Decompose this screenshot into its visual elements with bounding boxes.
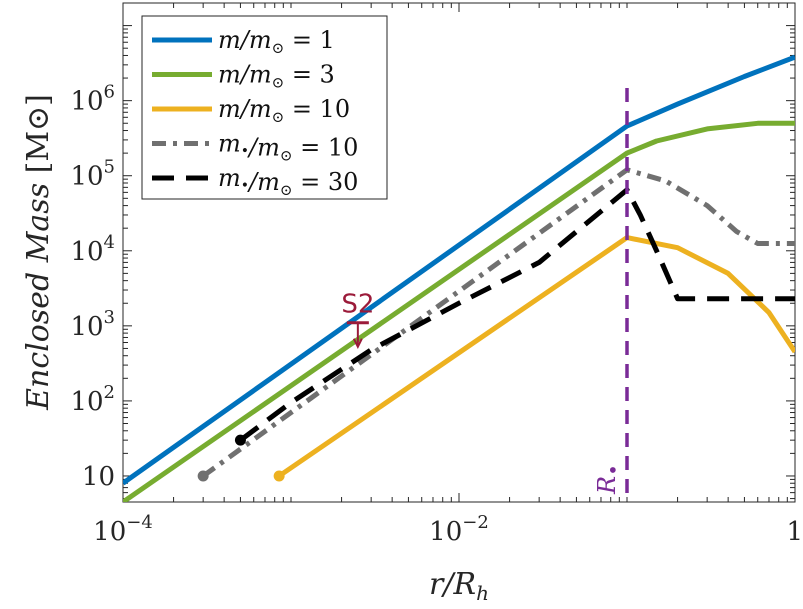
- x-axis-title: r/Rh: [429, 567, 489, 605]
- x-tick-label: 10−2: [429, 512, 489, 547]
- y-tick-label: 104: [70, 232, 115, 267]
- y-axis-title-main: Enclosed Mass: [21, 173, 56, 411]
- x-tick-label: 10−4: [93, 512, 153, 547]
- y-tick-label: 102: [70, 382, 115, 417]
- x-tick-label: 1: [786, 517, 803, 547]
- y-axis-title-unit: [M⊙]: [21, 94, 56, 173]
- y-tick-label: 106: [70, 82, 115, 117]
- series-start-marker-5: [235, 435, 246, 446]
- series-start-marker-4: [198, 470, 209, 481]
- enclosed-mass-chart: Enclosed Mass [M⊙] r/Rh 10 102 103 104 105 10…: [0, 0, 803, 609]
- legend-label-3: m/m⊙ = 10: [218, 95, 350, 126]
- y-axis-title: Enclosed Mass [M⊙]: [21, 94, 56, 411]
- x-axis-title-sub: h: [476, 581, 489, 605]
- s2-label: S2: [341, 290, 374, 320]
- x-axis-title-r: r/R: [429, 567, 476, 602]
- y-tick-label: 105: [70, 157, 115, 192]
- y-tick-label: 10: [82, 462, 115, 492]
- legend: m/m⊙ = 1m/m⊙ = 3m/m⊙ = 10m•/m⊙ = 10m•/m⊙…: [142, 16, 387, 199]
- series-start-marker-3: [274, 470, 285, 481]
- y-tick-label: 103: [70, 307, 115, 342]
- r-bullet-label: R•: [593, 464, 625, 495]
